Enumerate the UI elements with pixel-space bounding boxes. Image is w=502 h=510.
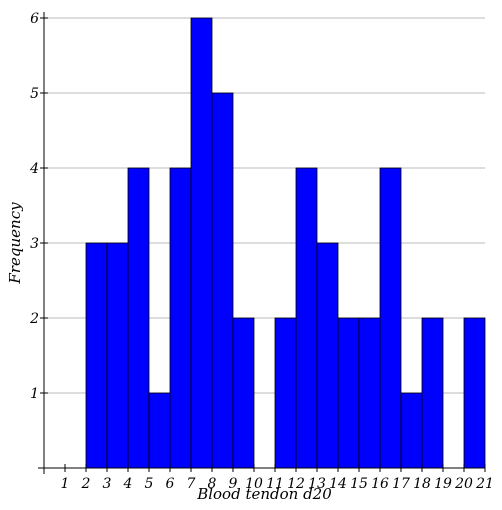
y-tick-label-1: 1 xyxy=(30,386,39,402)
x-tick-label-15: 15 xyxy=(350,476,368,492)
histogram-bars xyxy=(85,17,486,469)
x-tick-label-12: 12 xyxy=(287,476,305,492)
x-tick-label-13: 13 xyxy=(308,476,326,492)
x-tick-label-14: 14 xyxy=(329,476,347,492)
x-tick-label-1: 1 xyxy=(61,476,70,492)
bar-bin-9-10 xyxy=(232,317,255,469)
y-axis-label: Frequency xyxy=(6,202,24,285)
y-tick-label-3: 3 xyxy=(30,236,39,252)
x-tick-label-16: 16 xyxy=(371,476,389,492)
bar-bin-17-18 xyxy=(400,392,423,469)
x-tick-label-17: 17 xyxy=(392,476,410,492)
bar-bin-4-5 xyxy=(127,167,150,469)
x-axis-label: Blood tendon d20 xyxy=(196,485,332,503)
x-tick-label-5: 5 xyxy=(145,476,154,492)
bar-bin-20-21 xyxy=(463,317,486,469)
bar-bin-16-17 xyxy=(379,167,402,469)
x-tick-label-4: 4 xyxy=(123,476,133,492)
bar-bin-11-12 xyxy=(274,317,297,469)
y-tick-label-2: 2 xyxy=(29,311,39,327)
bar-bin-3-4 xyxy=(106,242,129,469)
x-tick-label-7: 7 xyxy=(187,476,196,492)
bar-bin-12-13 xyxy=(295,167,318,469)
x-tick-label-9: 9 xyxy=(229,476,238,492)
x-tick-label-2: 2 xyxy=(81,476,91,492)
x-tick-label-20: 20 xyxy=(454,476,473,492)
bar-bin-8-9 xyxy=(211,92,234,469)
x-tick-label-10: 10 xyxy=(245,476,263,492)
bar-bin-2-3 xyxy=(85,242,108,469)
x-tick-label-3: 3 xyxy=(103,476,112,492)
bar-bin-18-19 xyxy=(421,317,444,469)
y-tick-label-6: 6 xyxy=(30,11,39,27)
bar-bin-15-16 xyxy=(358,317,381,469)
bar-bin-5-6 xyxy=(148,392,171,469)
x-tick-label-6: 6 xyxy=(166,476,175,492)
x-tick-label-19: 19 xyxy=(434,476,452,492)
x-tick-label-8: 8 xyxy=(208,476,217,492)
bar-bin-7-8 xyxy=(190,17,213,469)
y-tick-label-4: 4 xyxy=(29,161,39,177)
bar-bin-14-15 xyxy=(337,317,360,469)
bar-bin-6-7 xyxy=(169,167,192,469)
x-tick-label-11: 11 xyxy=(266,476,284,492)
x-tick-label-21: 21 xyxy=(475,476,494,492)
y-tick-label-5: 5 xyxy=(30,86,39,102)
x-tick-label-18: 18 xyxy=(413,476,431,492)
bar-bin-13-14 xyxy=(316,242,339,469)
